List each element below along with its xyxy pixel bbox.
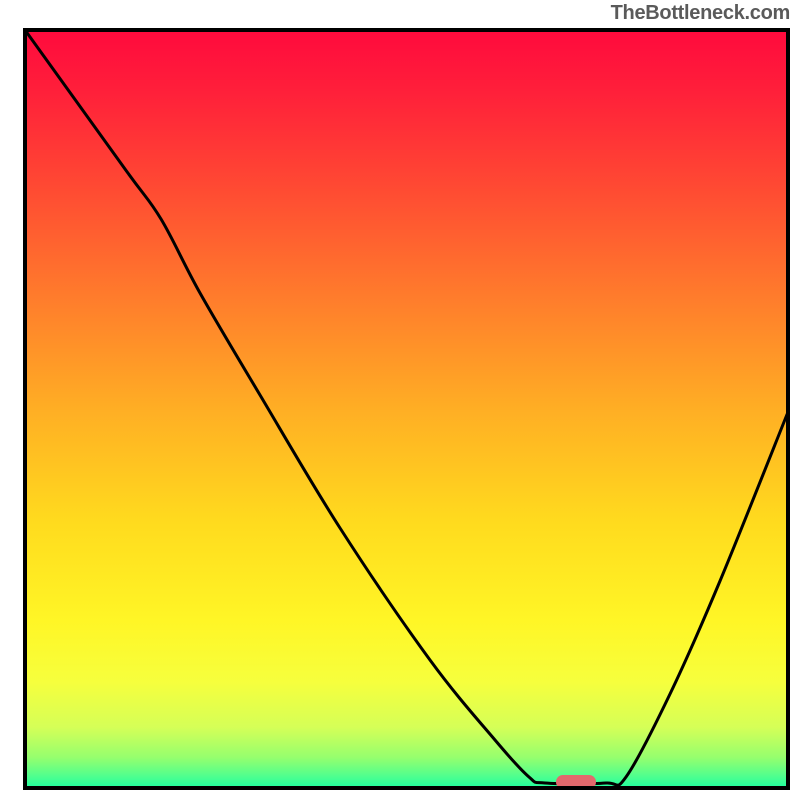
- chart-svg: [0, 0, 800, 800]
- chart-container: TheBottleneck.com: [0, 0, 800, 800]
- watermark-text: TheBottleneck.com: [611, 2, 790, 25]
- gradient-background: [25, 30, 788, 788]
